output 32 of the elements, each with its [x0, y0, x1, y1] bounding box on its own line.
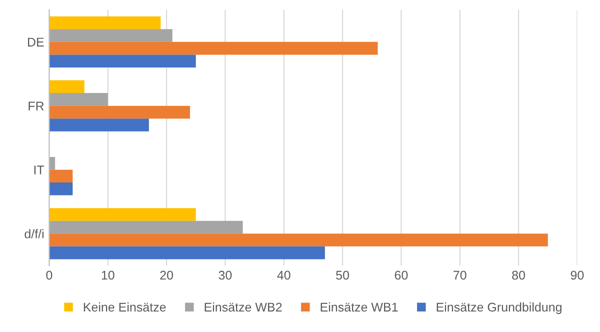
x-tick-label: 0: [46, 270, 52, 280]
bar: [49, 170, 73, 183]
x-tick-label: 60: [394, 270, 408, 280]
bar: [49, 93, 108, 106]
x-tick-label: 50: [336, 270, 349, 280]
x-tick-label: 80: [512, 270, 525, 280]
y-tick-label: DE: [28, 38, 44, 46]
y-tick-label: IT: [34, 166, 44, 174]
y-tick-label: FR: [28, 102, 44, 110]
bar: [49, 42, 378, 55]
x-tick-label: 30: [218, 270, 232, 280]
x-tick-label: 90: [570, 270, 584, 280]
bar: [49, 220, 243, 234]
bar: [49, 234, 548, 246]
x-tick-label: 40: [277, 270, 290, 280]
y-tick-label: d/f/i: [24, 229, 44, 238]
bar: [49, 246, 325, 260]
bar: [49, 106, 190, 119]
legend-label: Einsätze WB1: [320, 302, 398, 312]
x-tick-label: 70: [454, 270, 466, 280]
x-tick-label: 10: [102, 270, 114, 280]
bar: [49, 182, 73, 196]
bar: [49, 29, 172, 42]
bar: [49, 16, 161, 30]
bar: [49, 54, 196, 68]
legend-label: Einsätze WB2: [204, 302, 282, 312]
x-tick-label: 20: [160, 270, 173, 280]
legend-label: Keine Einsätze: [84, 302, 166, 312]
bar: [49, 80, 84, 94]
bar: [49, 208, 196, 221]
legend-label: Einsätze Grundbildung: [436, 302, 562, 314]
bar: [49, 118, 149, 132]
